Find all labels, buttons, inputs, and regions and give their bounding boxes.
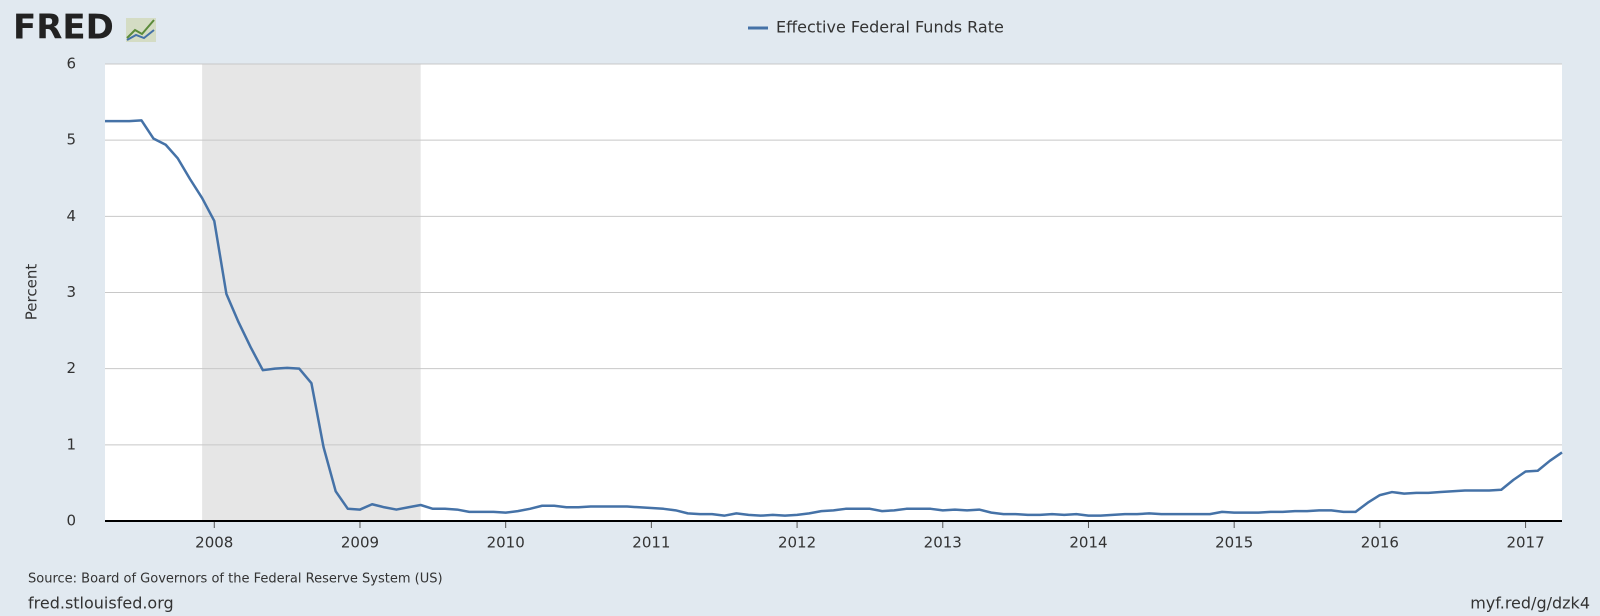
x-tick-label: 2017 [1506, 534, 1544, 552]
y-tick-label: 0 [66, 512, 76, 530]
logo-icon [126, 18, 156, 42]
y-tick-label: 6 [66, 55, 76, 73]
legend: Effective Federal Funds Rate [748, 18, 1004, 37]
y-tick-label: 4 [66, 207, 76, 225]
x-tick-label: 2015 [1215, 534, 1253, 552]
legend-label: Effective Federal Funds Rate [776, 18, 1004, 37]
x-tick-label: 2014 [1069, 534, 1107, 552]
x-tick-label: 2009 [341, 534, 379, 552]
source: Source: Board of Governors of the Federa… [28, 572, 443, 587]
y-axis-label: Percent [23, 264, 41, 321]
short-link: myf.red/g/dzk4 [1470, 594, 1590, 613]
logo: FRED [13, 8, 114, 48]
y-tick-label: 2 [66, 359, 76, 377]
y-tick-label: 1 [66, 435, 76, 453]
series-line [105, 119, 1563, 517]
y-tick-label: 3 [66, 283, 76, 301]
x-tick-label: 2008 [195, 534, 233, 552]
plot-area [105, 63, 1563, 528]
x-tick-label: 2011 [632, 534, 670, 552]
x-tick-label: 2010 [487, 534, 525, 552]
x-tick-label: 2013 [924, 534, 962, 552]
y-tick-label: 5 [66, 131, 76, 149]
x-tick-label: 2016 [1361, 534, 1399, 552]
x-tick-label: 2012 [778, 534, 816, 552]
site-url: fred.stlouisfed.org [28, 594, 174, 613]
